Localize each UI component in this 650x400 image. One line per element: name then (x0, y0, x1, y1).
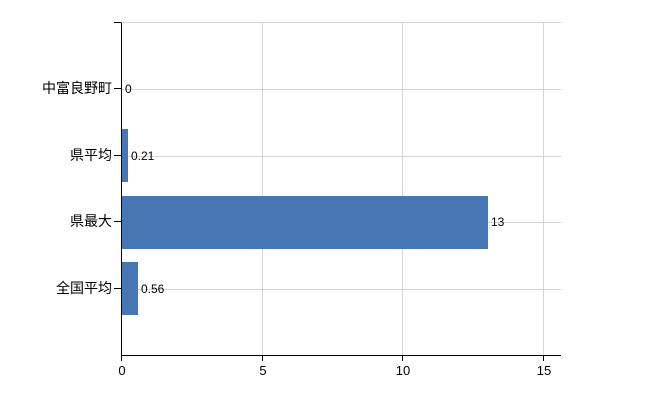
category-label: 県最大 (70, 213, 112, 229)
y-axis-tick (114, 221, 121, 222)
y-axis-labels: 中富良野町県平均県最大全国平均 (0, 0, 112, 400)
plot-area: 0 0.21 13 0.56 (121, 22, 561, 356)
bar-3 (122, 196, 488, 249)
y-axis-end-tick (114, 22, 121, 23)
x-axis-tick (121, 355, 122, 361)
y-axis-tick (114, 155, 121, 156)
category-label: 県平均 (70, 147, 112, 163)
x-tick-label: 10 (395, 363, 411, 378)
x-tick-label: 15 (536, 363, 552, 378)
x-axis-tick (543, 355, 544, 361)
x-axis-tick (402, 355, 403, 361)
bar-4 (122, 262, 138, 315)
value-label: 13 (491, 215, 505, 229)
x-tick-label: 5 (259, 363, 267, 378)
category-label: 全国平均 (56, 280, 112, 296)
y-axis-tick (114, 288, 121, 289)
horizontal-gridline (122, 289, 561, 290)
value-label: 0.56 (141, 282, 165, 296)
horizontal-gridline (122, 156, 561, 157)
bar-2 (122, 129, 128, 182)
x-axis-tick (262, 355, 263, 361)
y-axis-tick (114, 88, 121, 89)
value-label: 0.21 (131, 149, 155, 163)
x-tick-label: 0 (118, 363, 126, 378)
category-label: 中富良野町 (42, 80, 112, 96)
vertical-gridline (543, 23, 545, 355)
vertical-gridline (261, 23, 263, 355)
vertical-gridline (402, 23, 404, 355)
value-label: 0 (125, 82, 132, 96)
horizontal-gridline (122, 89, 561, 90)
